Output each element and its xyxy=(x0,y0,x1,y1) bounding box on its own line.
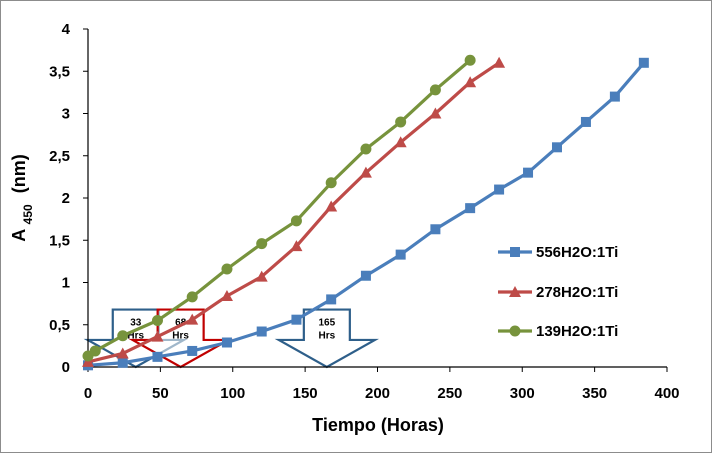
series-278h2o-1ti-point xyxy=(325,200,338,212)
x-tick-label: 100 xyxy=(220,385,245,402)
x-tick-label: 250 xyxy=(437,385,462,402)
annotation-165-hrs: 165 Hrs xyxy=(274,308,380,369)
y-axis-title-main: A xyxy=(9,229,29,242)
series-556h2o-1ti-point xyxy=(551,142,562,153)
series-556h2o-1ti-point xyxy=(291,314,302,325)
legend-item-278h2o-1ti: 278H2O:1Ti xyxy=(498,284,618,301)
legend-item-139h2o-1ti-marker xyxy=(509,325,521,337)
annotation-165-hrs-shape xyxy=(274,308,380,369)
annotation-165-hrs-label: 165 Hrs xyxy=(318,318,335,342)
series-556h2o-1ti-point xyxy=(187,345,198,356)
x-tick-label: 50 xyxy=(152,385,169,402)
series-556h2o-1ti xyxy=(83,57,649,371)
series-556h2o-1ti-point xyxy=(326,294,337,305)
series-278h2o-1ti-point xyxy=(464,76,477,88)
legend-item-139h2o-1ti-label: 139H2O:1Ti xyxy=(536,323,618,340)
y-axis-title: A 450 (nm) xyxy=(9,154,35,241)
series-556h2o-1ti-point xyxy=(221,337,232,348)
series-278h2o-1ti-point xyxy=(116,347,129,359)
y-tick-label: 0 xyxy=(62,359,70,376)
x-tick-label: 350 xyxy=(582,385,607,402)
chart-legend: 556H2O:1Ti 278H2O:1Ti 139H2O:1Ti xyxy=(498,244,618,340)
legend-item-556h2o-1ti: 556H2O:1Ti xyxy=(498,244,618,261)
annotation-33-hrs-label: 33 Hrs xyxy=(127,318,144,342)
series-556h2o-1ti-point xyxy=(430,224,441,235)
legend-item-278h2o-1ti-marker xyxy=(509,286,521,297)
series-278h2o-1ti-point xyxy=(394,136,407,148)
series-278h2o-1ti-point xyxy=(493,56,506,68)
legend-item-139h2o-1ti: 139H2O:1Ti xyxy=(498,323,618,340)
series-556h2o-1ti-point xyxy=(638,57,649,68)
series-556h2o-1ti-point xyxy=(152,351,163,362)
series-139h2o-1ti-point xyxy=(464,54,476,66)
legend-item-556h2o-1ti-label: 556H2O:1Ti xyxy=(536,244,618,261)
series-556h2o-1ti-point xyxy=(523,167,534,178)
y-tick-label: 2,5 xyxy=(49,148,70,165)
series-278h2o-1ti-point xyxy=(290,240,303,252)
y-tick-label: 3 xyxy=(62,106,70,123)
x-tick-label: 400 xyxy=(654,385,679,402)
series-139h2o-1ti xyxy=(82,54,476,362)
y-tick-label: 4 xyxy=(62,21,71,38)
legend-item-556h2o-1ti-marker xyxy=(510,247,520,257)
series-139h2o-1ti-point xyxy=(256,238,268,250)
y-tick-label: 3,5 xyxy=(49,63,70,80)
y-tick-label: 1,5 xyxy=(49,232,70,249)
series-139h2o-1ti-point xyxy=(221,263,233,275)
y-axis-title-subscript: 450 xyxy=(21,204,35,224)
x-tick-label: 0 xyxy=(84,385,92,402)
series-139h2o-1ti-point xyxy=(360,143,372,155)
series-139h2o-1ti-point xyxy=(117,330,129,342)
series-556h2o-1ti-point xyxy=(360,270,371,281)
y-tick-label: 1 xyxy=(62,275,70,292)
series-139h2o-1ti-point xyxy=(151,315,163,327)
legend-item-278h2o-1ti-label: 278H2O:1Ti xyxy=(536,284,618,301)
annotation-68-hrs-label: 68 Hrs xyxy=(172,318,189,342)
series-556h2o-1ti-point xyxy=(494,184,505,195)
y-tick-label: 2 xyxy=(62,190,70,207)
series-556h2o-1ti-point xyxy=(609,91,620,102)
series-278h2o-1ti-point xyxy=(151,330,164,342)
series-139h2o-1ti-point xyxy=(186,291,198,303)
series-278h2o-1ti-point xyxy=(255,270,268,282)
series-278h2o-1ti-point xyxy=(186,313,199,325)
series-556h2o-1ti-point xyxy=(580,116,591,127)
series-556h2o-1ti-point xyxy=(395,249,406,260)
series-139h2o-1ti-point xyxy=(89,345,101,357)
y-tick-label: 0,5 xyxy=(49,317,70,334)
series-139h2o-1ti-point xyxy=(395,116,407,128)
x-tick-label: 150 xyxy=(293,385,318,402)
series-139h2o-1ti-point xyxy=(325,177,337,189)
series-556h2o-1ti-point xyxy=(465,203,476,214)
chart-axes: 0 0,5 1 1,5 2 2,5 3 3,5 4 0 50 100 150 200 250 300 350 40… xyxy=(49,21,679,402)
series-278h2o-1ti-point xyxy=(220,290,233,302)
series-556h2o-1ti-point xyxy=(256,326,267,337)
x-axis-title: Tiempo (Horas) xyxy=(312,415,444,435)
series-278h2o-1ti xyxy=(82,56,506,367)
y-axis-title-unit: (nm) xyxy=(9,154,29,193)
series-139h2o-1ti-point xyxy=(290,215,302,227)
x-tick-label: 200 xyxy=(365,385,390,402)
chart-series xyxy=(82,54,649,371)
series-278h2o-1ti-point xyxy=(429,107,442,119)
series-278h2o-1ti-point xyxy=(359,166,372,178)
series-556h2o-1ti-point xyxy=(117,357,128,368)
series-139h2o-1ti-point xyxy=(429,84,441,96)
x-tick-label: 300 xyxy=(510,385,535,402)
